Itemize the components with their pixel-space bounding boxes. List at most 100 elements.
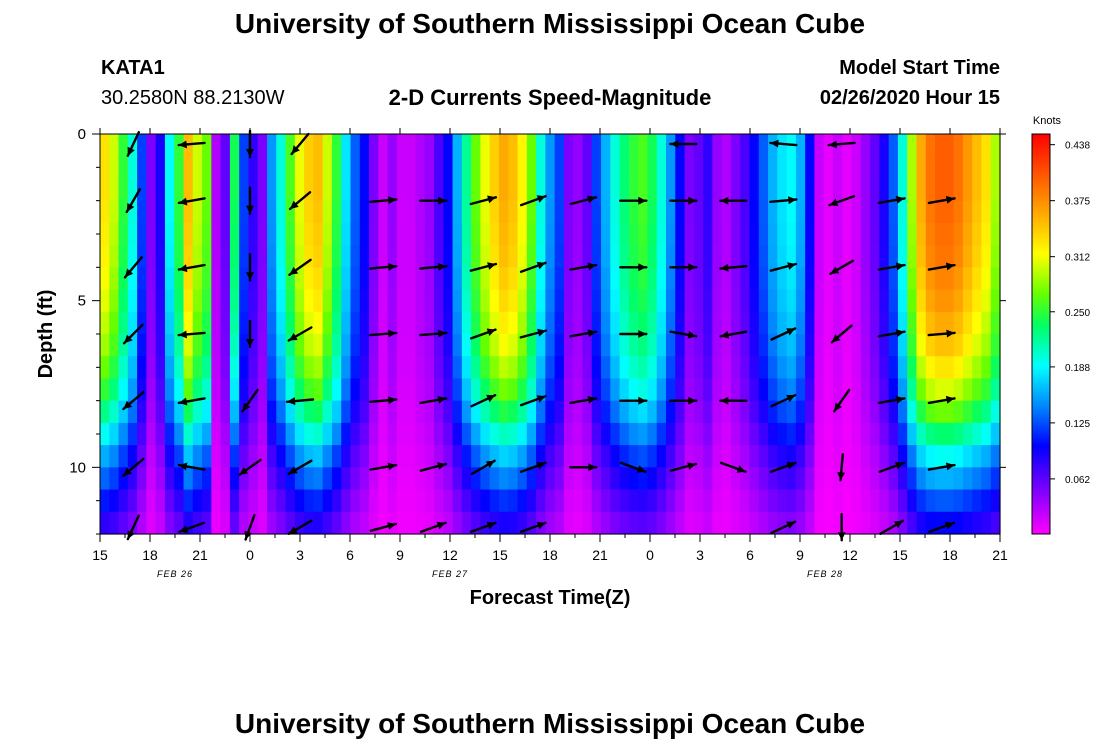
heatmap-cell — [239, 178, 250, 202]
heatmap-cell — [610, 200, 621, 224]
heatmap-cell — [415, 178, 426, 202]
heatmap-cell — [758, 489, 769, 513]
heatmap-cell — [601, 467, 611, 491]
heatmap-cell — [341, 267, 352, 291]
heatmap-cell — [601, 511, 611, 535]
heatmap-cell — [146, 467, 157, 491]
heatmap-cell — [211, 422, 222, 446]
heatmap-cell — [294, 400, 305, 424]
heatmap-cell — [684, 356, 695, 380]
heatmap-cell — [656, 134, 667, 157]
heatmap-cell — [916, 378, 927, 402]
heatmap-cell — [471, 400, 482, 424]
current-vector-arrow — [769, 262, 798, 272]
heatmap-cell — [202, 356, 212, 380]
heatmap-cell — [851, 178, 862, 202]
heatmap-cell — [897, 245, 908, 268]
heatmap-cell — [498, 178, 509, 202]
heatmap-cell — [860, 445, 871, 468]
heatmap-cell — [610, 445, 621, 468]
heatmap-cell — [925, 445, 936, 468]
heatmap-cell — [146, 334, 157, 357]
heatmap-cell — [415, 511, 426, 535]
x-tick-label: 15 — [492, 547, 508, 563]
heatmap-cell — [656, 489, 667, 513]
heatmap-cell — [795, 222, 806, 246]
heatmap-cell — [897, 400, 908, 424]
heatmap-cell — [721, 267, 732, 291]
heatmap-cell — [907, 511, 918, 535]
heatmap-cell — [471, 489, 482, 513]
heatmap-cell — [137, 134, 147, 157]
heatmap-cell — [257, 156, 268, 180]
heatmap-cell — [554, 511, 565, 535]
heatmap-cell — [953, 200, 964, 224]
heatmap-cell — [100, 311, 110, 335]
heatmap-cell — [860, 245, 871, 268]
heatmap-cell — [304, 245, 314, 268]
heatmap-cell — [684, 178, 695, 202]
heatmap-cell — [870, 200, 880, 224]
heatmap-cell — [480, 378, 491, 402]
heatmap-cell — [313, 467, 324, 491]
heatmap-cell — [127, 489, 138, 513]
heatmap-cell — [545, 200, 556, 224]
heatmap-cell — [452, 245, 463, 268]
heatmap-cell — [591, 511, 602, 535]
heatmap-cell — [879, 267, 890, 291]
heatmap-cell — [851, 467, 862, 491]
heatmap-cell — [369, 222, 379, 246]
heatmap-cell — [693, 200, 704, 224]
heatmap-cell — [248, 245, 259, 268]
heatmap-cell — [220, 311, 231, 335]
heatmap-cell — [489, 400, 500, 424]
heatmap-cell — [601, 356, 611, 380]
heatmap-cell — [378, 467, 389, 491]
heatmap-cell — [628, 267, 639, 291]
heatmap-cell — [164, 445, 175, 468]
heatmap-cell — [239, 489, 250, 513]
heatmap-cell — [202, 200, 212, 224]
heatmap-cell — [406, 511, 417, 535]
current-vector-arrow — [719, 330, 748, 339]
heatmap-cell — [100, 334, 110, 357]
heatmap-cell — [786, 334, 797, 357]
heatmap-cell — [211, 511, 222, 535]
heatmap-cell — [341, 511, 352, 535]
heatmap-cell — [526, 245, 537, 268]
heatmap-cell — [981, 445, 992, 468]
heatmap-cell — [248, 134, 259, 157]
heatmap-cell — [749, 134, 760, 157]
heatmap-cell — [202, 489, 212, 513]
heatmap-cell — [229, 178, 240, 202]
heatmap-cell — [786, 467, 797, 491]
heatmap-cell — [740, 400, 751, 424]
heatmap-cell — [628, 511, 639, 535]
heatmap-cell — [656, 289, 667, 313]
heatmap-cell — [406, 422, 417, 446]
heatmap-cell — [805, 467, 816, 491]
heatmap-cell — [137, 378, 147, 402]
current-vector-arrow — [369, 396, 398, 405]
heatmap-cell — [972, 489, 983, 513]
heatmap-cell — [832, 178, 843, 202]
heatmap-cell — [842, 134, 853, 157]
heatmap-cell — [452, 134, 463, 157]
heatmap-cell — [480, 245, 491, 268]
heatmap-cell — [879, 156, 890, 180]
heatmap-cell — [378, 511, 389, 535]
heatmap-cell — [192, 511, 203, 535]
heatmap-cell — [285, 378, 296, 402]
heatmap-cell — [758, 400, 769, 424]
heatmap-cell — [693, 134, 704, 157]
heatmap-cell — [267, 311, 277, 335]
heatmap-cell — [628, 445, 639, 468]
heatmap-cell — [897, 445, 908, 468]
heatmap-cell — [322, 445, 333, 468]
heatmap-cell — [434, 356, 444, 380]
heatmap-cell — [155, 200, 166, 224]
heatmap-cell — [276, 311, 287, 335]
heatmap-cell — [665, 156, 676, 180]
heatmap-cell — [508, 200, 519, 224]
